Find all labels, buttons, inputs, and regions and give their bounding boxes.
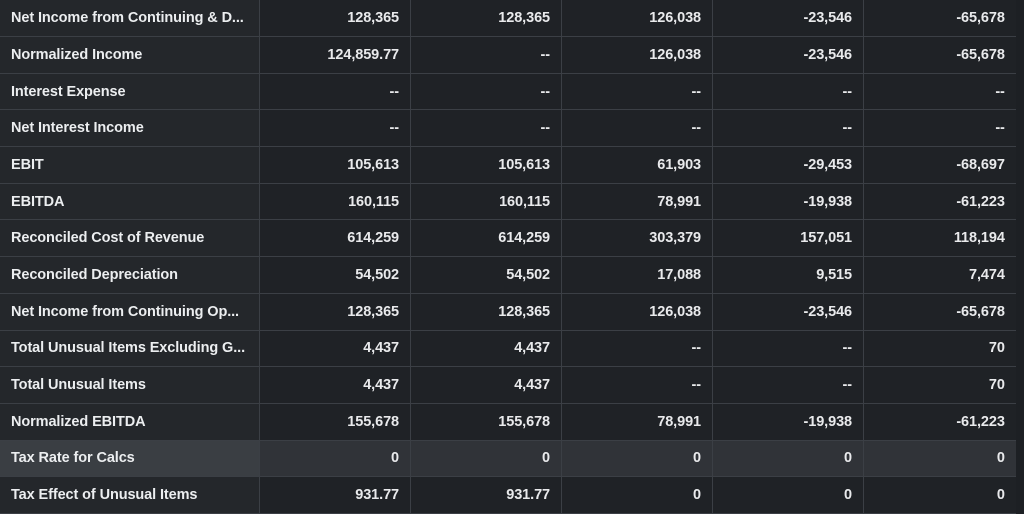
table-row[interactable]: Reconciled Cost of Revenue 614,259 614,2… xyxy=(0,220,1024,258)
table-row[interactable]: EBITDA 160,115 160,115 78,991 -19,938 -6… xyxy=(0,183,1024,221)
row-label: Reconciled Cost of Revenue xyxy=(0,220,260,258)
table-cell: 0 xyxy=(713,440,864,478)
table-cell: 0 xyxy=(260,440,411,478)
table-cell: -- xyxy=(562,110,713,148)
table-cell: 4,437 xyxy=(260,367,411,404)
row-label: Tax Rate for Calcs xyxy=(0,440,260,478)
table-cell: 124,859.77 xyxy=(260,37,411,74)
table-cell: -- xyxy=(411,73,562,111)
row-label: Normalized EBITDA xyxy=(0,403,260,441)
table-cell: 54,502 xyxy=(411,257,562,294)
row-label: Interest Expense xyxy=(0,73,260,111)
table-cell: 78,991 xyxy=(562,183,713,221)
table-cell: 0 xyxy=(713,477,864,514)
row-label: Normalized Income xyxy=(0,37,260,74)
table-row[interactable]: Interest Expense -- -- -- -- -- xyxy=(0,73,1024,111)
table-cell: -19,938 xyxy=(713,183,864,221)
table-cell: 4,437 xyxy=(411,330,562,368)
table-cell: 118,194 xyxy=(864,220,1016,258)
table-cell: -61,223 xyxy=(864,403,1016,441)
table-cell: -- xyxy=(562,73,713,111)
table-cell: -- xyxy=(260,110,411,148)
row-label: Total Unusual Items Excluding G... xyxy=(0,330,260,368)
table-row[interactable]: Total Unusual Items 4,437 4,437 -- -- 70 xyxy=(0,367,1024,404)
table-cell: 128,365 xyxy=(260,0,411,37)
table-cell: -- xyxy=(562,330,713,368)
table-cell: 160,115 xyxy=(260,183,411,221)
table-cell: -65,678 xyxy=(864,293,1016,331)
table-cell: 7,474 xyxy=(864,257,1016,294)
table-cell: 128,365 xyxy=(411,0,562,37)
table-cell: 105,613 xyxy=(260,147,411,184)
table-row[interactable]: Normalized Income 124,859.77 -- 126,038 … xyxy=(0,37,1024,74)
table-cell: 70 xyxy=(864,367,1016,404)
row-label: Net Income from Continuing & D... xyxy=(0,0,260,37)
table-cell: 128,365 xyxy=(411,293,562,331)
table-cell: 4,437 xyxy=(411,367,562,404)
table-cell: -- xyxy=(562,367,713,404)
row-label: Net Income from Continuing Op... xyxy=(0,293,260,331)
table-row[interactable]: Net Income from Continuing Op... 128,365… xyxy=(0,293,1024,331)
row-label: Reconciled Depreciation xyxy=(0,257,260,294)
table-cell: 105,613 xyxy=(411,147,562,184)
table-cell: 9,515 xyxy=(713,257,864,294)
table-cell: -68,697 xyxy=(864,147,1016,184)
table-cell: -61,223 xyxy=(864,183,1016,221)
table-cell: 157,051 xyxy=(713,220,864,258)
table-cell: 0 xyxy=(562,477,713,514)
table-cell: -- xyxy=(713,330,864,368)
table-row[interactable]: Net Interest Income -- -- -- -- -- xyxy=(0,110,1024,148)
table-cell: 128,365 xyxy=(260,293,411,331)
table-cell: -- xyxy=(864,73,1016,111)
table-cell: 78,991 xyxy=(562,403,713,441)
table-cell: 0 xyxy=(411,440,562,478)
table-cell: -- xyxy=(260,73,411,111)
table-row-highlighted[interactable]: Tax Rate for Calcs 0 0 0 0 0 xyxy=(0,440,1024,478)
row-label: Tax Effect of Unusual Items xyxy=(0,477,260,514)
table-cell: -23,546 xyxy=(713,37,864,74)
table-cell: -19,938 xyxy=(713,403,864,441)
table-cell: 614,259 xyxy=(260,220,411,258)
row-label: Total Unusual Items xyxy=(0,367,260,404)
row-label: EBIT xyxy=(0,147,260,184)
table-row[interactable]: Net Income from Continuing & D... 128,36… xyxy=(0,0,1024,37)
table-cell: -23,546 xyxy=(713,0,864,37)
table-cell: 931.77 xyxy=(411,477,562,514)
table-cell: -65,678 xyxy=(864,0,1016,37)
table-row[interactable]: Tax Effect of Unusual Items 931.77 931.7… xyxy=(0,477,1024,514)
table-cell: 155,678 xyxy=(411,403,562,441)
table-cell: 126,038 xyxy=(562,0,713,37)
table-cell: 0 xyxy=(562,440,713,478)
table-cell: -29,453 xyxy=(713,147,864,184)
table-cell: -- xyxy=(411,110,562,148)
table-cell: 17,088 xyxy=(562,257,713,294)
table-cell: 61,903 xyxy=(562,147,713,184)
table-cell: 126,038 xyxy=(562,293,713,331)
table-cell: -23,546 xyxy=(713,293,864,331)
table-cell: 160,115 xyxy=(411,183,562,221)
table-cell: 155,678 xyxy=(260,403,411,441)
table-cell: -- xyxy=(713,367,864,404)
table-cell: -65,678 xyxy=(864,37,1016,74)
table-cell: 0 xyxy=(864,477,1016,514)
table-cell: 70 xyxy=(864,330,1016,368)
table-cell: 0 xyxy=(864,440,1016,478)
table-row[interactable]: EBIT 105,613 105,613 61,903 -29,453 -68,… xyxy=(0,147,1024,184)
row-label: Net Interest Income xyxy=(0,110,260,148)
table-cell: 126,038 xyxy=(562,37,713,74)
table-cell: 614,259 xyxy=(411,220,562,258)
table-cell: 54,502 xyxy=(260,257,411,294)
table-cell: 931.77 xyxy=(260,477,411,514)
table-cell: -- xyxy=(864,110,1016,148)
table-row[interactable]: Total Unusual Items Excluding G... 4,437… xyxy=(0,330,1024,368)
table-cell: 4,437 xyxy=(260,330,411,368)
table-cell: -- xyxy=(713,73,864,111)
row-label: EBITDA xyxy=(0,183,260,221)
table-row[interactable]: Reconciled Depreciation 54,502 54,502 17… xyxy=(0,257,1024,294)
table-row[interactable]: Normalized EBITDA 155,678 155,678 78,991… xyxy=(0,403,1024,441)
table-cell: -- xyxy=(411,37,562,74)
table-cell: -- xyxy=(713,110,864,148)
table-cell: 303,379 xyxy=(562,220,713,258)
